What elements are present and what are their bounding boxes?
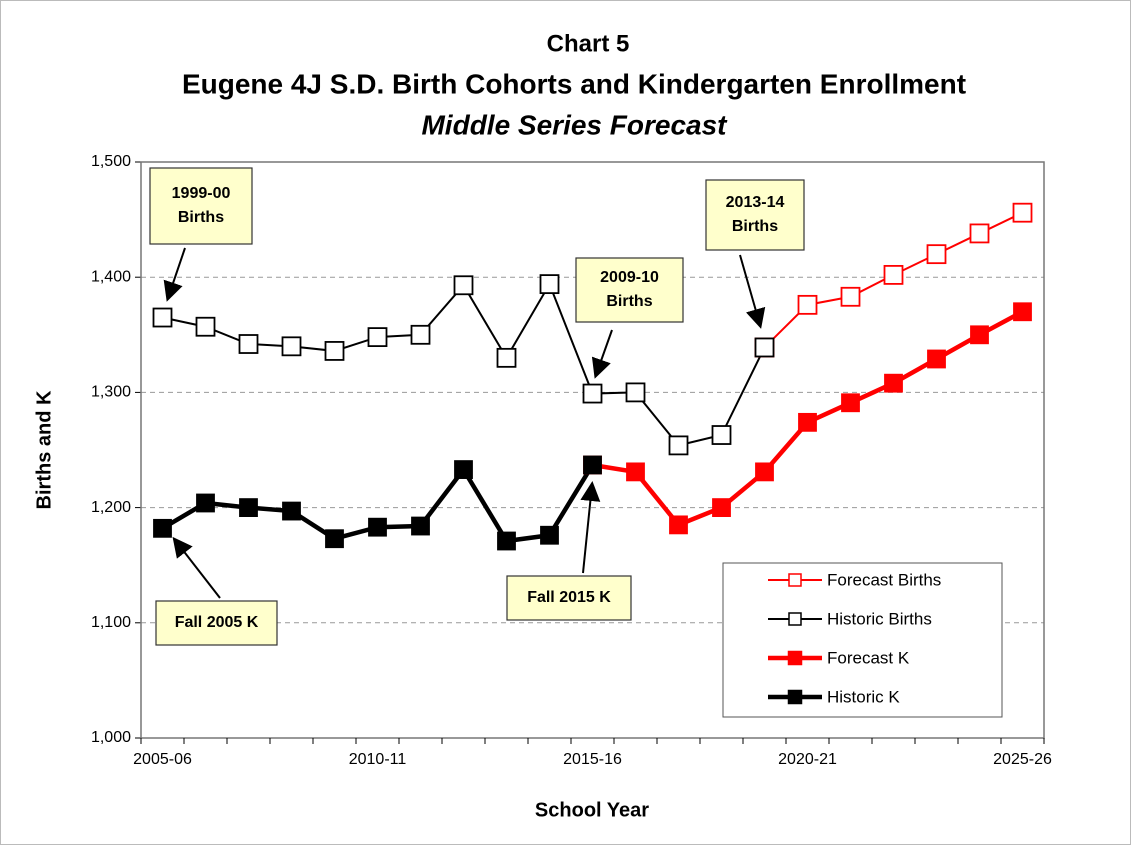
data-point bbox=[497, 531, 516, 551]
data-point bbox=[453, 275, 474, 296]
callout-text: 2013-14 bbox=[726, 194, 785, 211]
data-point bbox=[325, 529, 344, 549]
callout-text: 2009-10 bbox=[600, 269, 659, 286]
callout-arrow bbox=[163, 247, 186, 302]
data-point bbox=[195, 316, 216, 337]
x-tick-label: 2010-11 bbox=[349, 751, 407, 768]
callout-arrow bbox=[172, 536, 221, 599]
callout-text: Births bbox=[732, 218, 778, 235]
data-point bbox=[884, 373, 903, 393]
data-point bbox=[540, 525, 559, 545]
callout-box bbox=[705, 179, 805, 251]
callout-text: Births bbox=[178, 209, 224, 226]
x-tick-label: 2020-21 bbox=[778, 751, 837, 768]
legend-marker bbox=[788, 612, 802, 626]
data-point bbox=[711, 425, 732, 445]
data-point bbox=[970, 325, 989, 345]
data-point bbox=[539, 274, 560, 295]
data-point bbox=[926, 244, 947, 265]
plot-border bbox=[140, 161, 1045, 739]
data-point bbox=[324, 341, 345, 361]
x-tick-label: 2025-26 bbox=[993, 751, 1052, 768]
y-tick-label: 1,100 bbox=[91, 614, 131, 631]
data-point bbox=[152, 307, 173, 328]
legend-box bbox=[722, 562, 1003, 718]
data-point bbox=[1013, 302, 1032, 322]
data-point bbox=[754, 337, 775, 358]
data-point bbox=[496, 347, 517, 368]
y-tick-label: 1,500 bbox=[91, 153, 131, 170]
data-point bbox=[755, 462, 774, 482]
legend-marker bbox=[788, 573, 802, 587]
callout-text: 1999-00 bbox=[172, 185, 231, 202]
y-tick-label: 1,200 bbox=[91, 499, 131, 516]
data-point bbox=[1012, 202, 1033, 223]
data-point bbox=[797, 294, 818, 315]
chart-subtitle: Eugene 4J S.D. Birth Cohorts and Kinderg… bbox=[182, 68, 966, 99]
data-point bbox=[840, 286, 861, 307]
data-point bbox=[153, 518, 172, 538]
data-point bbox=[969, 223, 990, 244]
chart-title: Chart 5 bbox=[547, 30, 630, 57]
chart-subtitle: Middle Series Forecast bbox=[421, 109, 728, 140]
data-point bbox=[927, 349, 946, 369]
legend-label: Historic K bbox=[827, 687, 900, 706]
data-point bbox=[582, 383, 603, 404]
legend-marker bbox=[787, 689, 803, 705]
data-point bbox=[196, 493, 215, 513]
data-point bbox=[282, 501, 301, 521]
callout-box bbox=[575, 257, 684, 323]
callout-box bbox=[149, 167, 253, 245]
y-axis-label: Births and K bbox=[33, 390, 55, 509]
x-tick-label: 2015-16 bbox=[563, 751, 622, 768]
callout-box bbox=[506, 575, 632, 621]
callout-arrow bbox=[591, 329, 613, 379]
legend-label: Historic Births bbox=[827, 609, 932, 628]
data-point bbox=[712, 498, 731, 518]
y-tick-label: 1,400 bbox=[91, 268, 131, 285]
y-tick-label: 1,000 bbox=[91, 729, 131, 746]
data-point bbox=[411, 516, 430, 536]
callout-text: Fall 2015 K bbox=[527, 589, 611, 606]
data-point bbox=[239, 498, 258, 518]
data-point bbox=[281, 336, 302, 357]
data-point bbox=[841, 393, 860, 413]
data-point bbox=[625, 382, 646, 403]
data-point bbox=[367, 327, 388, 348]
data-point bbox=[668, 435, 689, 456]
legend-label: Forecast K bbox=[827, 648, 910, 667]
data-point bbox=[883, 264, 904, 285]
callout-text: Births bbox=[606, 293, 652, 310]
data-point bbox=[410, 324, 431, 345]
x-tick-label: 2005-06 bbox=[133, 751, 192, 768]
data-point bbox=[626, 462, 645, 482]
callout-box bbox=[155, 600, 278, 646]
legend-marker bbox=[787, 650, 803, 666]
callout-arrow bbox=[739, 254, 766, 329]
data-point bbox=[238, 334, 259, 354]
data-point bbox=[454, 460, 473, 479]
data-point bbox=[368, 517, 387, 537]
y-tick-label: 1,300 bbox=[91, 384, 131, 401]
data-point bbox=[798, 412, 817, 432]
legend-label: Forecast Births bbox=[827, 570, 941, 589]
x-axis-label: School Year bbox=[535, 799, 649, 821]
data-point bbox=[583, 455, 602, 475]
callout-arrow bbox=[580, 481, 601, 574]
data-point bbox=[669, 515, 688, 535]
callout-text: Fall 2005 K bbox=[175, 614, 259, 631]
